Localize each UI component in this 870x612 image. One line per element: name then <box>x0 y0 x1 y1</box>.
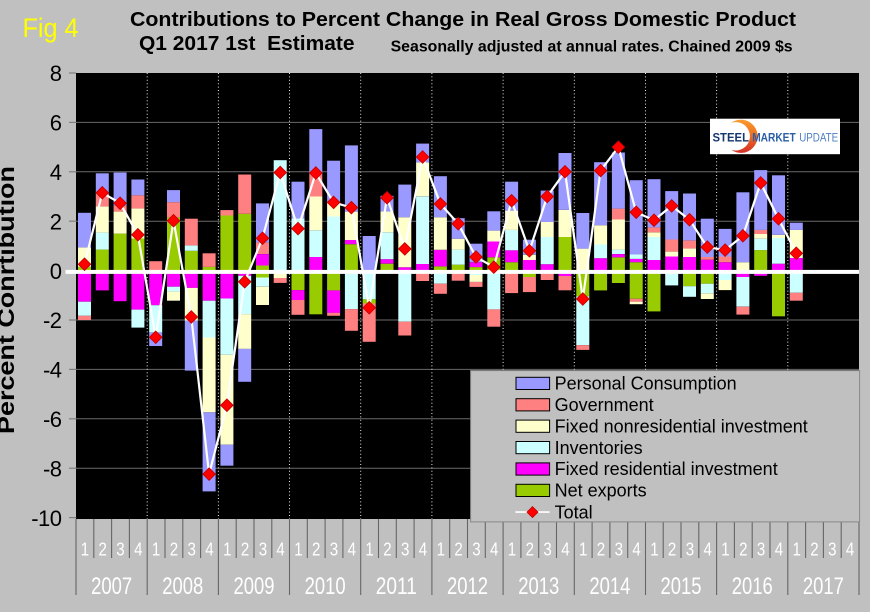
svg-text:1: 1 <box>579 539 587 560</box>
svg-text:-2: -2 <box>43 308 62 333</box>
svg-text:3: 3 <box>686 539 694 560</box>
svg-text:1: 1 <box>437 539 445 560</box>
svg-text:2: 2 <box>739 539 747 560</box>
svg-text:1: 1 <box>81 539 89 560</box>
svg-text:4: 4 <box>632 539 640 560</box>
svg-text:2: 2 <box>597 539 605 560</box>
svg-text:2: 2 <box>99 539 107 560</box>
svg-text:2: 2 <box>526 539 534 560</box>
svg-text:2: 2 <box>454 539 462 560</box>
svg-text:2016: 2016 <box>732 573 773 600</box>
svg-text:1: 1 <box>365 539 373 560</box>
svg-text:4: 4 <box>50 160 62 185</box>
svg-text:UPDATE: UPDATE <box>799 133 838 145</box>
svg-text:4: 4 <box>775 539 783 560</box>
svg-text:2012: 2012 <box>447 573 488 600</box>
svg-text:6: 6 <box>50 111 62 136</box>
svg-text:2: 2 <box>50 209 62 234</box>
svg-text:3: 3 <box>330 539 338 560</box>
svg-text:2: 2 <box>170 539 178 560</box>
svg-text:1: 1 <box>294 539 302 560</box>
svg-text:2: 2 <box>241 539 249 560</box>
svg-text:1: 1 <box>793 539 801 560</box>
svg-text:Contributions to Percent Chang: Contributions to Percent Change in Real … <box>130 9 796 31</box>
svg-text:3: 3 <box>543 539 551 560</box>
svg-text:3: 3 <box>259 539 267 560</box>
svg-text:-10: -10 <box>31 506 62 531</box>
svg-text:-4: -4 <box>43 358 62 383</box>
svg-text:8: 8 <box>50 61 62 86</box>
svg-text:2009: 2009 <box>234 573 275 600</box>
svg-text:4: 4 <box>561 539 569 560</box>
svg-text:Net exports: Net exports <box>555 481 647 501</box>
svg-text:3: 3 <box>401 539 409 560</box>
svg-text:2: 2 <box>383 539 391 560</box>
svg-text:2011: 2011 <box>376 573 417 600</box>
svg-text:Fig 4: Fig 4 <box>23 13 79 43</box>
svg-text:3: 3 <box>757 539 765 560</box>
svg-text:3: 3 <box>828 539 836 560</box>
svg-text:2015: 2015 <box>661 573 702 600</box>
svg-text:0: 0 <box>50 259 62 284</box>
svg-text:3: 3 <box>615 539 623 560</box>
svg-text:Percent Conrtibution: Percent Conrtibution <box>0 166 19 434</box>
svg-text:4: 4 <box>419 539 427 560</box>
svg-text:1: 1 <box>508 539 516 560</box>
svg-text:3: 3 <box>188 539 196 560</box>
svg-text:2: 2 <box>668 539 676 560</box>
svg-text:4: 4 <box>490 539 498 560</box>
svg-text:4: 4 <box>704 539 712 560</box>
svg-text:2017: 2017 <box>803 573 844 600</box>
svg-text:2008: 2008 <box>162 573 203 600</box>
svg-text:Personal Consumption: Personal Consumption <box>555 374 737 394</box>
svg-text:Total: Total <box>555 502 593 522</box>
svg-text:1: 1 <box>152 539 160 560</box>
svg-text:3: 3 <box>116 539 124 560</box>
svg-text:4: 4 <box>846 539 854 560</box>
svg-text:4: 4 <box>276 539 284 560</box>
svg-text:1: 1 <box>721 539 729 560</box>
svg-text:1: 1 <box>223 539 231 560</box>
svg-text:2007: 2007 <box>91 573 132 600</box>
svg-text:1: 1 <box>650 539 658 560</box>
svg-text:Fixed residential investment: Fixed residential investment <box>555 459 778 479</box>
svg-text:Inventories: Inventories <box>555 438 643 458</box>
svg-text:Government: Government <box>555 395 654 415</box>
svg-text:3: 3 <box>472 539 480 560</box>
svg-text:Q1 2017 1st Estimate: Q1 2017 1st Estimate <box>139 33 355 55</box>
svg-text:-6: -6 <box>43 407 62 432</box>
svg-text:Seasonally adjusted at annual: Seasonally adjusted at annual rates. Cha… <box>391 38 793 55</box>
svg-text:2013: 2013 <box>518 573 559 600</box>
svg-text:2: 2 <box>312 539 320 560</box>
svg-text:STEEL: STEEL <box>713 133 750 145</box>
svg-text:2: 2 <box>810 539 818 560</box>
svg-text:2014: 2014 <box>589 573 630 600</box>
svg-text:4: 4 <box>205 539 213 560</box>
svg-text:4: 4 <box>348 539 356 560</box>
svg-text:4: 4 <box>134 539 142 560</box>
svg-text:Fixed nonresidential investmen: Fixed nonresidential investment <box>555 416 808 436</box>
svg-text:-8: -8 <box>43 456 62 481</box>
svg-text:2010: 2010 <box>305 573 346 600</box>
svg-text:MARKET: MARKET <box>752 133 796 145</box>
